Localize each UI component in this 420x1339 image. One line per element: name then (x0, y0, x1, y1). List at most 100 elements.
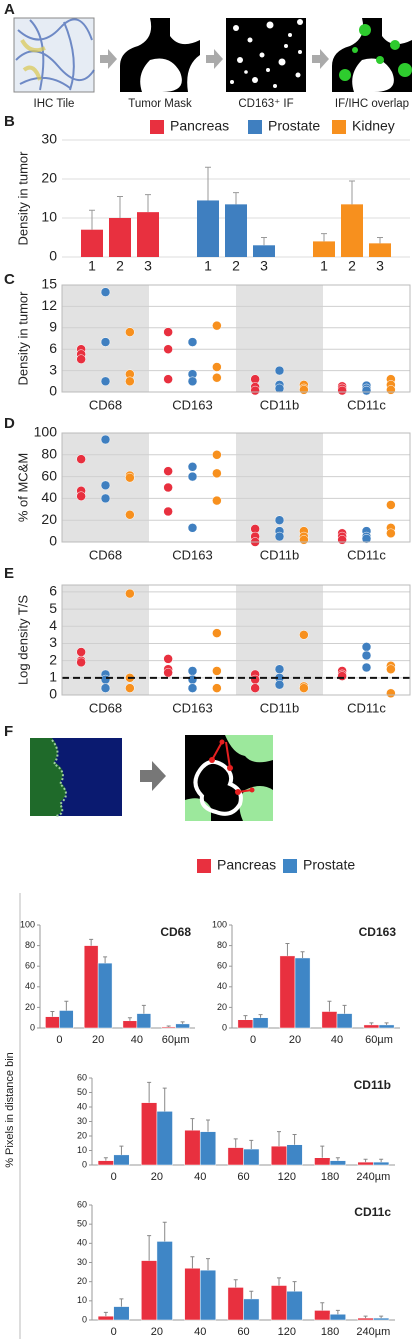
dot (76, 647, 86, 657)
error-bar (127, 1017, 132, 1021)
error-bar (103, 956, 108, 964)
y-tick-label: 20 (41, 170, 57, 186)
dot (163, 374, 173, 384)
bar (373, 1161, 390, 1166)
y-tick-label: 30 (41, 131, 57, 147)
dot (76, 657, 86, 668)
y-tick-label: 1 (49, 669, 57, 685)
dot (125, 472, 135, 483)
error-bar (258, 1014, 263, 1018)
bar (97, 1315, 114, 1321)
dot (386, 528, 396, 539)
x-tick-label: 0 (250, 1034, 256, 1046)
dot (274, 679, 285, 690)
x-tick-label: 120 (278, 1326, 296, 1338)
error-bar (103, 1157, 108, 1161)
y-tick-label: 4 (49, 617, 57, 633)
dot (386, 385, 396, 395)
error-bar (384, 1022, 389, 1025)
x-tick-label: 60 (237, 1326, 249, 1338)
dot (100, 674, 111, 685)
y-tick-label: 2 (49, 651, 57, 667)
error-bar (363, 1158, 368, 1163)
y-tick-label: 40 (77, 1101, 87, 1111)
y-tick-label: 0 (82, 1314, 87, 1324)
dot (274, 365, 285, 376)
error-bar (233, 1138, 238, 1148)
dot (100, 434, 111, 445)
y-tick-label: 6 (49, 583, 57, 599)
bar (314, 1310, 331, 1321)
dot (361, 650, 372, 661)
dot (76, 454, 86, 464)
dot (361, 533, 372, 544)
bar (227, 1147, 244, 1166)
x-tick-label: 240µm (356, 1171, 390, 1183)
x-tick-label: 120 (278, 1171, 296, 1183)
legend-swatch (248, 120, 262, 134)
bar (313, 241, 335, 257)
x-tick-label: 2 (116, 258, 124, 274)
error-bar (300, 951, 305, 958)
y-tick-label: 60 (217, 961, 227, 971)
y-axis-label: Log density T/S (15, 595, 30, 685)
error-bar (233, 1279, 238, 1288)
bar (197, 200, 219, 257)
y-tick-label: 0 (82, 1159, 87, 1169)
dot (125, 683, 135, 693)
error-bar (162, 1221, 167, 1242)
x-tick-label: 20 (289, 1034, 301, 1046)
legend-label: Prostate (303, 857, 355, 873)
bar (161, 1026, 176, 1029)
error-bar (363, 1315, 368, 1319)
y-tick-label: 0 (49, 383, 57, 399)
error-bar (276, 1131, 281, 1147)
y-tick-label: 15 (41, 276, 57, 292)
dot (361, 642, 372, 652)
bar (270, 1145, 288, 1166)
bar (184, 1268, 201, 1321)
y-tick-label: 20 (77, 1130, 87, 1140)
dot (187, 683, 198, 693)
y-tick-label: 9 (49, 319, 57, 335)
bar (97, 962, 113, 1029)
bar (357, 1317, 374, 1321)
bar (378, 1024, 395, 1029)
chart-title: CD163 (359, 925, 397, 939)
bar (286, 1144, 303, 1166)
dot (250, 385, 260, 396)
legend-swatch (197, 859, 211, 873)
x-tick-label: 0 (111, 1326, 117, 1338)
error-bar (342, 1004, 347, 1014)
y-tick-label: 12 (41, 297, 57, 313)
y-axis-label: Density in tumor (15, 151, 30, 246)
x-tick-label: 3 (144, 258, 152, 274)
legend-label: Pancreas (170, 118, 229, 134)
error-bar (292, 1134, 297, 1145)
dot (299, 683, 309, 693)
x-tick-label: CD11c (347, 547, 386, 562)
x-tick-label: 40 (131, 1034, 143, 1046)
bar (357, 1161, 374, 1166)
bar (237, 1019, 254, 1029)
bar (45, 1016, 60, 1029)
dot (274, 531, 285, 542)
bar (199, 1269, 217, 1321)
error-bar (206, 1258, 211, 1271)
dot (163, 506, 173, 517)
y-tick-label: 30 (77, 1116, 87, 1126)
error-bar (349, 180, 355, 205)
dot (299, 630, 309, 640)
dot (163, 654, 173, 664)
panel-f-images (30, 735, 273, 821)
dot (125, 376, 135, 387)
bar (141, 1260, 158, 1321)
error-bar (243, 1015, 248, 1020)
x-tick-label: CD11c (347, 397, 386, 412)
bar (97, 1160, 114, 1166)
cd163-if (226, 18, 306, 92)
dot (299, 385, 309, 395)
y-tick-label: 40 (25, 981, 35, 991)
dot (337, 535, 347, 545)
bar (253, 245, 275, 257)
